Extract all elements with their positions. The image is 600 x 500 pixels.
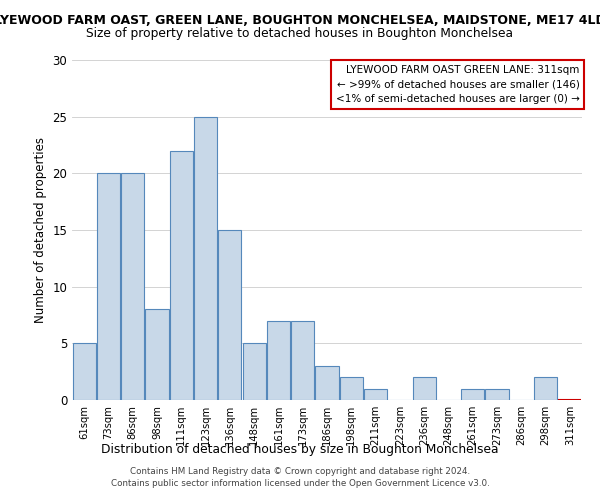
Bar: [485, 388, 509, 400]
Bar: [121, 174, 144, 400]
Bar: [340, 378, 363, 400]
Text: LYEWOOD FARM OAST GREEN LANE: 311sqm
← >99% of detached houses are smaller (146): LYEWOOD FARM OAST GREEN LANE: 311sqm ← >…: [335, 65, 580, 104]
Bar: [267, 320, 290, 400]
Bar: [242, 344, 266, 400]
Bar: [218, 230, 241, 400]
Text: Distribution of detached houses by size in Boughton Monchelsea: Distribution of detached houses by size …: [101, 442, 499, 456]
Bar: [97, 174, 120, 400]
Bar: [461, 388, 484, 400]
Y-axis label: Number of detached properties: Number of detached properties: [34, 137, 47, 323]
Text: Contains HM Land Registry data © Crown copyright and database right 2024.
Contai: Contains HM Land Registry data © Crown c…: [110, 466, 490, 487]
Bar: [364, 388, 387, 400]
Bar: [413, 378, 436, 400]
Bar: [534, 378, 557, 400]
Bar: [291, 320, 314, 400]
Text: Size of property relative to detached houses in Boughton Monchelsea: Size of property relative to detached ho…: [86, 28, 514, 40]
Bar: [316, 366, 338, 400]
Bar: [73, 344, 95, 400]
Text: LYEWOOD FARM OAST, GREEN LANE, BOUGHTON MONCHELSEA, MAIDSTONE, ME17 4LD: LYEWOOD FARM OAST, GREEN LANE, BOUGHTON …: [0, 14, 600, 27]
Bar: [194, 116, 217, 400]
Bar: [145, 310, 169, 400]
Bar: [170, 150, 193, 400]
